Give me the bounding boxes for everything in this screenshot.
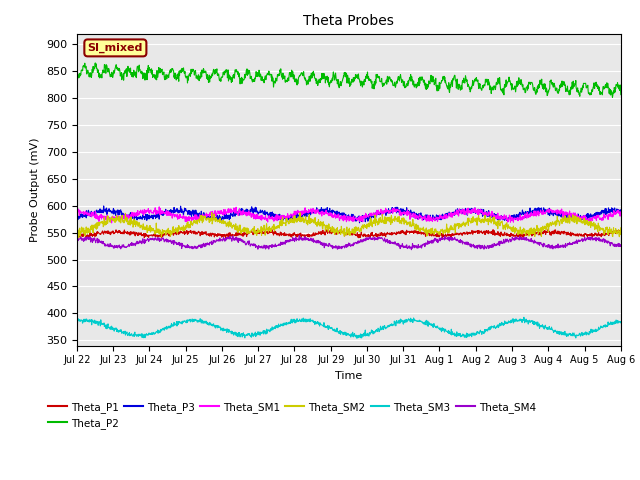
Theta_P1 — [330, 226, 337, 232]
Theta_SM3 — [383, 325, 390, 331]
Theta_SM1 — [108, 220, 115, 226]
Theta_P3 — [115, 207, 123, 213]
Theta_SM4 — [296, 233, 303, 239]
Theta_SM4 — [408, 247, 415, 252]
Theta_SM4 — [115, 244, 123, 250]
Theta_SM1 — [305, 210, 312, 216]
Theta_P2 — [609, 95, 616, 100]
Theta_SM2 — [316, 220, 323, 226]
Line: Theta_P2: Theta_P2 — [77, 63, 621, 97]
Theta_P1 — [304, 232, 312, 238]
Theta_P2 — [617, 92, 625, 97]
Theta_SM3 — [520, 314, 528, 320]
Line: Theta_SM2: Theta_SM2 — [77, 213, 621, 238]
Theta_SM4 — [304, 237, 312, 243]
Theta_P1 — [617, 230, 625, 236]
Theta_SM1 — [326, 211, 333, 217]
Theta_P3 — [617, 208, 625, 214]
Theta_SM1 — [316, 210, 323, 216]
Theta_SM2 — [383, 215, 391, 221]
Theta_P1 — [325, 228, 333, 234]
Theta_SM4 — [325, 240, 333, 246]
Theta_P2 — [383, 81, 390, 87]
Theta_P2 — [115, 66, 123, 72]
Theta_P1 — [73, 233, 81, 239]
Theta_SM4 — [137, 239, 145, 245]
Title: Theta Probes: Theta Probes — [303, 14, 394, 28]
Theta_SM4 — [617, 243, 625, 249]
Text: SI_mixed: SI_mixed — [88, 43, 143, 53]
Theta_SM2 — [305, 218, 312, 224]
Theta_SM1 — [115, 215, 123, 220]
Line: Theta_SM1: Theta_SM1 — [77, 207, 621, 223]
Theta_P3 — [316, 208, 323, 214]
Theta_P2 — [304, 82, 312, 87]
Theta_SM2 — [208, 210, 216, 216]
Theta_SM1 — [383, 208, 391, 214]
X-axis label: Time: Time — [335, 371, 362, 381]
Theta_SM2 — [73, 231, 81, 237]
Theta_SM1 — [617, 209, 625, 215]
Legend: Theta_P1, Theta_P2, Theta_P3, Theta_SM1, Theta_SM2, Theta_SM3, Theta_SM4: Theta_P1, Theta_P2, Theta_P3, Theta_SM1,… — [44, 397, 540, 433]
Theta_P3 — [138, 216, 145, 222]
Theta_SM3 — [137, 331, 145, 337]
Line: Theta_SM4: Theta_SM4 — [77, 236, 621, 250]
Theta_SM4 — [73, 236, 81, 241]
Theta_SM3 — [353, 336, 361, 341]
Theta_SM3 — [304, 317, 312, 323]
Theta_P3 — [304, 210, 312, 216]
Theta_SM3 — [315, 320, 323, 326]
Theta_SM3 — [617, 319, 625, 324]
Theta_P1 — [137, 230, 145, 236]
Theta_SM4 — [383, 237, 390, 242]
Theta_SM1 — [138, 210, 145, 216]
Theta_P3 — [325, 209, 333, 215]
Theta_P2 — [92, 60, 99, 66]
Theta_P3 — [383, 210, 391, 216]
Theta_SM2 — [138, 223, 145, 228]
Theta_P2 — [138, 71, 145, 77]
Theta_P1 — [383, 231, 391, 237]
Theta_P2 — [73, 65, 81, 71]
Line: Theta_P1: Theta_P1 — [77, 229, 621, 238]
Line: Theta_SM3: Theta_SM3 — [77, 317, 621, 338]
Theta_P3 — [356, 220, 364, 226]
Line: Theta_P3: Theta_P3 — [77, 206, 621, 223]
Theta_SM1 — [156, 204, 163, 210]
Theta_P1 — [115, 228, 123, 234]
Theta_P1 — [316, 231, 323, 237]
Theta_P3 — [100, 203, 108, 209]
Theta_SM3 — [325, 324, 333, 330]
Theta_P3 — [73, 213, 81, 219]
Y-axis label: Probe Output (mV): Probe Output (mV) — [30, 137, 40, 242]
Theta_SM1 — [73, 208, 81, 214]
Theta_SM4 — [316, 240, 323, 245]
Theta_SM2 — [74, 235, 82, 240]
Theta_P2 — [316, 76, 323, 82]
Theta_SM2 — [326, 226, 333, 231]
Theta_SM2 — [617, 225, 625, 230]
Theta_P2 — [325, 80, 333, 85]
Theta_SM2 — [115, 219, 123, 225]
Theta_SM3 — [115, 328, 123, 334]
Theta_P1 — [221, 235, 229, 241]
Theta_SM3 — [73, 318, 81, 324]
